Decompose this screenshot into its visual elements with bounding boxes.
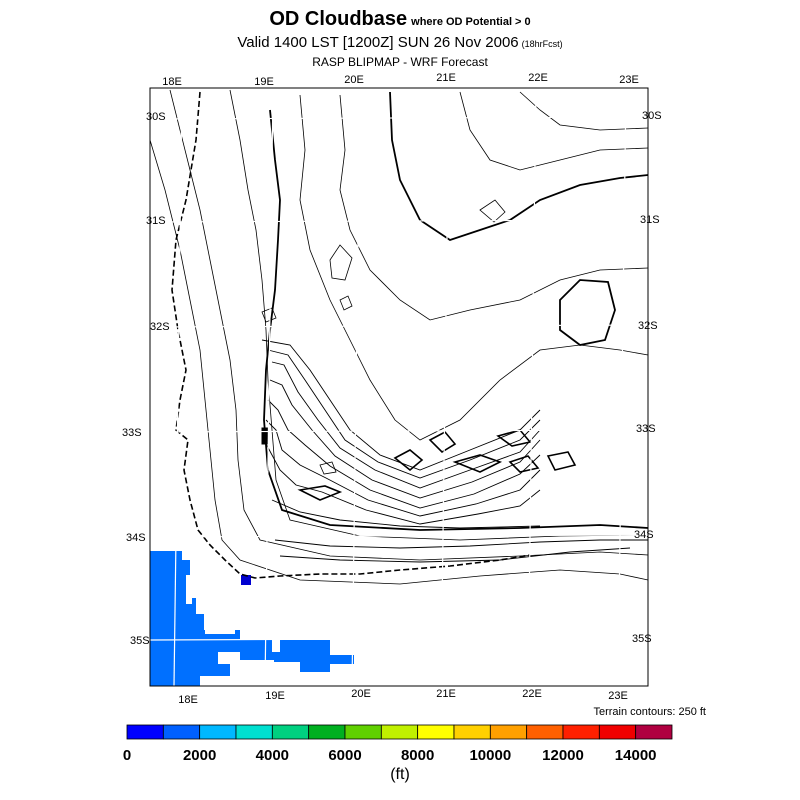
- lat-label: 35S: [130, 635, 150, 647]
- valid-time-line: Valid 1400 LST [1200Z] SUN 26 Nov 2006 (1…: [0, 34, 800, 51]
- lon-label: 18E: [178, 694, 198, 706]
- meridian-line: [440, 87, 450, 687]
- color-legend: 0 2000 4000 6000 8000 10000 12000 14000: [123, 724, 673, 764]
- lat-label: 35S: [632, 633, 652, 645]
- map-frame: [149, 87, 649, 687]
- parallel-line: [149, 429, 649, 433]
- forecast-hours: (18hrFcst): [521, 39, 563, 49]
- lon-label: 20E: [351, 688, 371, 700]
- legend-color-cell: [598, 724, 637, 740]
- color-legend-ticks: 0 2000 4000 6000 8000 10000 12000 14000: [123, 747, 657, 764]
- lon-label: 18E: [162, 76, 182, 88]
- lat-label: 30S: [642, 110, 662, 122]
- lon-label: 21E: [436, 688, 456, 700]
- title-note: where OD Potential > 0: [411, 16, 531, 28]
- lat-label: 30S: [146, 111, 166, 123]
- parallel-line: [149, 219, 649, 223]
- legend-color-cell: [308, 724, 346, 740]
- model-line: RASP BLIPMAP - WRF Forecast: [312, 55, 488, 69]
- lat-label: 32S: [150, 321, 170, 333]
- legend-tick-label: 10000: [469, 747, 511, 764]
- lon-label: 22E: [528, 72, 548, 84]
- color-legend-cells: [126, 724, 673, 740]
- legend-color-cell: [453, 724, 491, 740]
- meridian-line: [264, 87, 274, 687]
- lat-label: 33S: [636, 423, 656, 435]
- legend-color-cell: [635, 724, 673, 740]
- meridian-line: [527, 87, 537, 687]
- parallel-line: [149, 324, 649, 328]
- lon-label: 19E: [265, 690, 285, 702]
- graticule: [149, 87, 649, 687]
- low-cloudbase-area: [150, 551, 354, 686]
- legend-tick-label: 4000: [256, 747, 289, 764]
- legend-color-cell: [162, 724, 201, 740]
- legend-tick-label: 0: [123, 747, 131, 764]
- legend-unit-label: (ft): [390, 766, 410, 783]
- legend-color-cell: [526, 724, 564, 740]
- cloudbase-field: [150, 551, 354, 686]
- legend-tick-label: 6000: [328, 747, 361, 764]
- title-main: OD Cloudbase: [269, 8, 408, 30]
- terrain-peak: [261, 427, 269, 445]
- legend-color-cell: [344, 724, 382, 740]
- legend-color-cell: [126, 724, 164, 740]
- lon-label: 22E: [522, 688, 542, 700]
- lat-label: 34S: [634, 529, 654, 541]
- parallel-line: [149, 534, 649, 538]
- meridian-line: [617, 87, 627, 687]
- coastline: [171, 91, 531, 579]
- parallel-line: [149, 116, 649, 120]
- legend-tick-label: 2000: [183, 747, 216, 764]
- lat-label: 31S: [640, 214, 660, 226]
- terrain-contours: [149, 89, 649, 585]
- legend-tick-label: 12000: [542, 747, 584, 764]
- legend-color-cell: [380, 724, 419, 740]
- lon-label: 20E: [344, 74, 364, 86]
- lat-label: 31S: [146, 215, 166, 227]
- legend-color-cell: [271, 724, 310, 740]
- legend-color-cell: [417, 724, 455, 740]
- valid-time-text: Valid 1400 LST [1200Z] SUN 26 Nov 2006: [237, 34, 519, 51]
- legend-color-cell: [562, 724, 600, 740]
- longitude-labels-top: 18E 19E 20E 21E 22E 23E: [162, 72, 639, 88]
- legend-tick-label: 14000: [615, 747, 657, 764]
- lat-label: 32S: [638, 320, 658, 332]
- deep-cloudbase-cell: [241, 575, 251, 585]
- lon-label: 23E: [608, 690, 628, 702]
- meridian-line: [351, 87, 361, 687]
- latitude-labels-right: 30S 31S 32S 33S 34S 35S: [632, 110, 662, 645]
- lat-label: 34S: [126, 532, 146, 544]
- legend-tick-label: 8000: [401, 747, 434, 764]
- latitude-labels-left: 30S 31S 32S 33S 34S 35S: [122, 111, 170, 647]
- parallel-line: [149, 637, 649, 641]
- lon-label: 19E: [254, 76, 274, 88]
- terrain-contour-note: Terrain contours: 250 ft: [593, 706, 706, 718]
- meridian-line: [173, 87, 183, 687]
- legend-color-cell: [199, 724, 237, 740]
- map-title: OD Cloudbase where OD Potential > 0: [0, 8, 800, 31]
- longitude-labels-bottom: 18E 19E 20E 21E 22E 23E: [178, 688, 628, 706]
- legend-color-cell: [489, 724, 528, 740]
- lon-label: 21E: [436, 72, 456, 84]
- lon-label: 23E: [619, 74, 639, 86]
- legend-color-cell: [235, 724, 273, 740]
- lat-label: 33S: [122, 427, 142, 439]
